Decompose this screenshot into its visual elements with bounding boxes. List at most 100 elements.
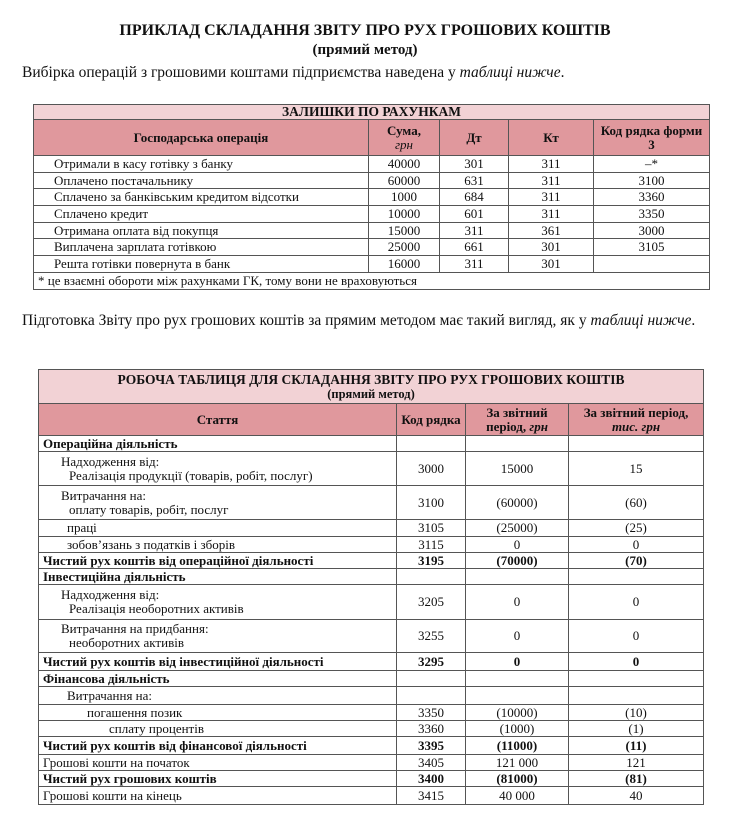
col-uah: За звітний період, грн — [465, 403, 569, 436]
table-row: Витрачання на: оплату товарів, робіт, пос… — [38, 485, 705, 520]
debit-cell: 601 — [439, 205, 509, 223]
col-form-code: Код рядка форми 3 — [592, 119, 711, 156]
debit-cell: 301 — [439, 155, 509, 173]
credit-cell: 361 — [508, 221, 594, 240]
code-cell: 3100 — [396, 485, 466, 520]
second-paragraph: Підготовка Звіту про рух грошових коштів… — [22, 312, 696, 329]
table-row: праці 3105 (25000) (25) — [38, 519, 705, 537]
page-subtitle: (прямий метод) — [312, 42, 418, 58]
table-row: Чистий рух коштів від операційної діяльн… — [38, 552, 705, 569]
table-row: Операційна діяльність — [38, 435, 705, 452]
item-cell: Витрачання на придбання: необоротних акти… — [38, 619, 397, 653]
item-cell: Надходження від: Реалізація продукції (то… — [38, 451, 397, 486]
uah-cell: (25000) — [465, 519, 569, 537]
uah-cell: 121 000 — [465, 754, 569, 771]
sum-cell: 10000 — [368, 205, 440, 223]
uah-cell: (10000) — [465, 704, 569, 721]
operation-cell: Отримали в касу готівку з банку — [33, 155, 369, 173]
worksheet-table: РОБОЧА ТАБЛИЦЯ ДЛЯ СКЛАДАННЯ ЗВІТУ ПРО Р… — [37, 369, 705, 805]
uah-cell: (11000) — [465, 736, 569, 755]
code-cell — [396, 568, 466, 585]
credit-cell: 311 — [508, 171, 594, 190]
table-row: сплату процентів 3360 (1000) (1) — [38, 720, 705, 737]
operation-cell: Сплачено кредит — [33, 205, 369, 223]
uah-cell: 0 — [465, 536, 569, 553]
kuah-cell: 0 — [567, 619, 705, 653]
kuah-cell: (70) — [567, 552, 705, 569]
debit-cell: 661 — [439, 238, 509, 257]
debit-cell: 311 — [439, 255, 509, 273]
code-cell: 3295 — [396, 652, 466, 671]
uah-cell: 15000 — [465, 451, 569, 486]
sum-cell: 16000 — [368, 255, 440, 273]
uah-cell — [465, 435, 569, 452]
item-cell: Грошові кошти на початок — [38, 754, 397, 771]
item-cell: Чистий рух коштів від фінансової діяльно… — [38, 736, 397, 755]
uah-cell: 40 000 — [465, 786, 569, 805]
code-cell: 3415 — [396, 786, 466, 805]
table-row: зобов’язань з податків і зборів 3115 0 0 — [38, 536, 705, 553]
code-cell: 3395 — [396, 736, 466, 755]
table-row: Витрачання на придбання: необоротних акти… — [38, 619, 705, 653]
uah-cell: 0 — [465, 584, 569, 620]
item-cell: Витрачання на: оплату товарів, робіт, пос… — [38, 485, 397, 520]
debit-cell: 311 — [439, 221, 509, 240]
kuah-cell — [567, 670, 705, 687]
table-row: Решта готівки повернута в банк 16000 311 30… — [33, 255, 711, 273]
credit-cell: 311 — [508, 205, 594, 223]
code-cell: 3100 — [592, 171, 711, 190]
table-row: Виплачена зарплата готівкою 25000 661 301 31… — [33, 238, 711, 257]
kuah-cell — [567, 568, 705, 585]
kuah-cell — [567, 686, 705, 705]
code-cell: 3360 — [592, 188, 711, 207]
table1-footnote: * це взаємні обороти між рахунками ГК, т… — [32, 271, 711, 290]
kuah-cell: (1) — [567, 720, 705, 737]
table-row: Надходження від: Реалізація продукції (то… — [38, 451, 705, 486]
item-cell: сплату процентів — [38, 720, 397, 737]
table-row: Грошові кошти на кінець 3415 40 000 40 — [38, 786, 705, 805]
code-cell — [396, 435, 466, 452]
uah-cell: 0 — [465, 652, 569, 671]
code-cell: 3360 — [396, 720, 466, 737]
code-cell: 3350 — [396, 704, 466, 721]
item-cell: Витрачання на: — [38, 686, 397, 705]
table-row: Отримана оплата від покупця 15000 311 361 30… — [33, 221, 711, 240]
code-cell: 3105 — [396, 519, 466, 537]
code-cell — [396, 670, 466, 687]
kuah-cell: 0 — [567, 584, 705, 620]
table-row: Надходження від: Реалізація необоротних а… — [38, 584, 705, 620]
sum-cell: 15000 — [368, 221, 440, 240]
sum-cell: 40000 — [368, 155, 440, 173]
credit-cell: 301 — [508, 255, 594, 273]
code-cell: 3405 — [396, 754, 466, 771]
uah-cell: 0 — [465, 619, 569, 653]
table-row: Чистий рух коштів від фінансової діяльно… — [38, 736, 705, 755]
col-credit: Кт — [508, 119, 594, 156]
code-cell: 3115 — [396, 536, 466, 553]
kuah-cell: 15 — [567, 451, 705, 486]
kuah-cell — [567, 435, 705, 452]
code-cell: 3105 — [592, 238, 711, 257]
table-row: Фінансова діяльність — [38, 670, 705, 687]
table-row: Чистий рух коштів від інвестиційної діял… — [38, 652, 705, 671]
intro-paragraph: Вибірка операцій з грошовими коштами під… — [22, 64, 565, 81]
credit-cell: 301 — [508, 238, 594, 257]
uah-cell — [465, 568, 569, 585]
uah-cell: (70000) — [465, 552, 569, 569]
debit-cell: 684 — [439, 188, 509, 207]
balances-table: ЗАЛИШКИ ПО РАХУНКАМ Господарська операці… — [32, 104, 711, 290]
code-cell: 3400 — [396, 770, 466, 787]
table-row: Оплачено постачальнику 60000 631 311 3100 — [33, 171, 711, 190]
credit-cell: 311 — [508, 155, 594, 173]
uah-cell: (60000) — [465, 485, 569, 520]
code-cell: 3195 — [396, 552, 466, 569]
debit-cell: 631 — [439, 171, 509, 190]
kuah-cell: (25) — [567, 519, 705, 537]
item-cell: Операційна діяльність — [38, 435, 397, 452]
col-item: Стаття — [38, 403, 397, 436]
table-row: Інвестиційна діяльність — [38, 568, 705, 585]
code-cell: 3350 — [592, 205, 711, 223]
uah-cell — [465, 686, 569, 705]
code-cell: 3255 — [396, 619, 466, 653]
item-cell: Чистий рух коштів від інвестиційної діял… — [38, 652, 397, 671]
